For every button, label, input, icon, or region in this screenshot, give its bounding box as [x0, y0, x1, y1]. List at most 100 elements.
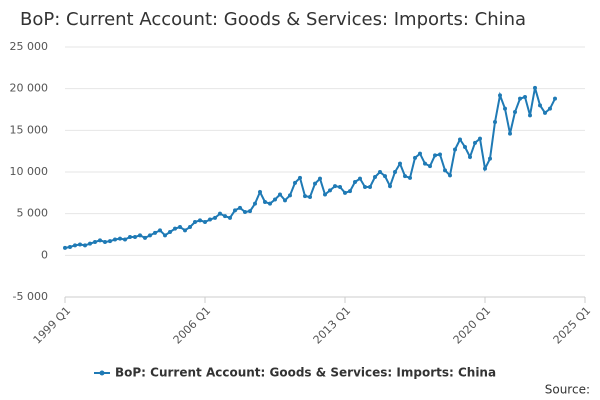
point: [398, 161, 402, 166]
point: [493, 120, 497, 124]
point: [338, 185, 342, 189]
point: [173, 226, 177, 231]
point: [223, 214, 227, 219]
point: [343, 190, 347, 195]
point: [98, 238, 102, 243]
point: [88, 241, 92, 246]
point: [163, 233, 167, 238]
point: [363, 185, 367, 189]
point: [278, 192, 282, 197]
point: [553, 96, 557, 101]
point: [303, 194, 307, 199]
point: [448, 173, 452, 178]
point: [188, 225, 192, 229]
y-tick-label: 10 000: [10, 165, 49, 178]
point: [323, 192, 327, 197]
y-tick-label: 0: [41, 248, 48, 261]
point: [443, 168, 447, 173]
point: [468, 155, 472, 159]
point: [128, 235, 132, 239]
point: [183, 228, 187, 233]
point: [413, 155, 417, 160]
point: [523, 95, 527, 99]
point: [158, 228, 162, 233]
point: [78, 242, 82, 247]
point: [358, 176, 362, 181]
point: [263, 200, 267, 204]
point: [83, 243, 87, 248]
point: [108, 239, 112, 244]
point: [238, 205, 242, 210]
legend-label: BoP: Current Account: Goods & Services: …: [115, 366, 496, 380]
point: [393, 170, 397, 174]
y-tick-label: 15 000: [10, 123, 49, 136]
point: [233, 208, 237, 213]
point: [123, 237, 127, 242]
point: [383, 174, 387, 179]
point: [333, 184, 337, 189]
point: [103, 240, 107, 244]
point: [148, 233, 152, 238]
point: [253, 201, 257, 206]
point: [243, 210, 247, 214]
point: [423, 161, 427, 166]
point: [313, 181, 317, 186]
point: [528, 113, 532, 118]
x-tick-label: 2020 Q1: [451, 304, 494, 347]
x-tick-label: 2013 Q1: [311, 304, 354, 347]
point: [178, 225, 182, 229]
point: [288, 193, 292, 198]
point: [348, 189, 352, 194]
x-tick-label: 1999 Q1: [31, 304, 74, 347]
point: [133, 235, 137, 239]
point: [458, 137, 462, 142]
point: [473, 140, 477, 145]
line: [64, 87, 556, 249]
y-tick-label: -5 000: [13, 290, 48, 303]
point: [488, 156, 492, 161]
point: [428, 164, 432, 169]
point: [483, 166, 487, 171]
point: [248, 209, 252, 214]
point: [193, 220, 197, 224]
point: [518, 96, 522, 101]
point: [368, 185, 372, 189]
x-tick-label: 2006 Q1: [171, 304, 214, 347]
x-tick-label: 2025 Q1: [551, 304, 594, 347]
point: [453, 147, 457, 152]
point: [308, 195, 312, 199]
point: [93, 240, 97, 244]
point: [543, 110, 547, 115]
point: [273, 197, 277, 202]
point: [373, 175, 377, 179]
point: [113, 237, 117, 242]
point: [168, 230, 172, 234]
point: [258, 190, 262, 194]
point: [213, 215, 217, 220]
point: [388, 184, 392, 189]
point: [503, 106, 507, 111]
point: [218, 211, 222, 216]
point: [403, 174, 407, 179]
point: [513, 110, 517, 114]
point: [73, 243, 77, 248]
y-tick-label: 20 000: [10, 82, 49, 95]
y-tick-label: 25 000: [10, 40, 49, 53]
point: [203, 220, 207, 224]
point: [143, 235, 147, 240]
point: [63, 245, 67, 250]
point: [353, 180, 357, 184]
point: [498, 93, 502, 98]
point: [538, 103, 542, 108]
point: [68, 245, 72, 249]
point: [438, 152, 442, 157]
point: [533, 85, 537, 90]
point: [418, 151, 422, 156]
point: [293, 180, 297, 185]
point: [268, 201, 272, 206]
point: [298, 175, 302, 180]
chart-title: BoP: Current Account: Goods & Services: …: [20, 9, 526, 30]
point: [463, 145, 467, 149]
source: Source:: [545, 383, 590, 397]
